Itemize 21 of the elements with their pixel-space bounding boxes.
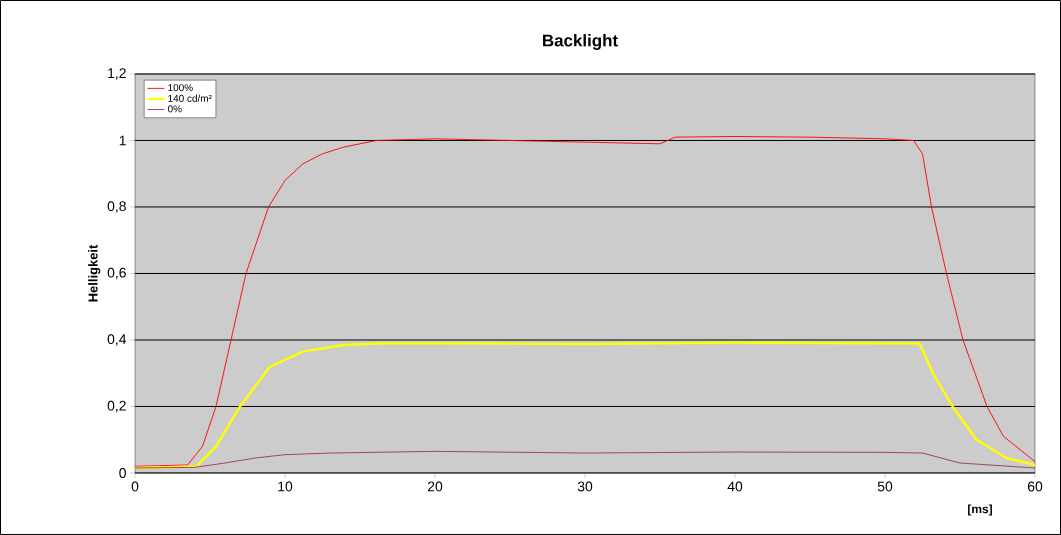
x-tick-label: 20 — [427, 481, 443, 492]
x-tick-label: 0 — [131, 481, 139, 492]
legend-label: 100% — [168, 84, 193, 92]
y-tick-label: 1 — [119, 135, 126, 146]
x-tick-label: 50 — [877, 481, 893, 492]
y-tick-label: 0 — [119, 468, 126, 478]
x-tick-label: 30 — [577, 481, 593, 492]
y-tick-label: 1,2 — [108, 68, 126, 80]
y-tick-label: 0,4 — [107, 334, 127, 346]
y-axis-title: Helligkeit — [88, 244, 101, 302]
chart-title: Backlight — [543, 34, 618, 50]
x-axis-title: [ms] — [968, 504, 992, 516]
legend-label: 140 cd/m² — [168, 94, 212, 102]
legend-label: 0% — [167, 105, 182, 113]
y-tick-label: 0,8 — [107, 201, 126, 213]
x-tick-label: 40 — [727, 481, 743, 492]
line-series — [135, 450, 1036, 469]
x-tick-label: 60 — [1027, 481, 1043, 492]
x-tick-label: 10 — [278, 481, 293, 492]
y-tick-label: 0,6 — [107, 267, 126, 280]
y-tick-label: 0,2 — [107, 400, 126, 413]
